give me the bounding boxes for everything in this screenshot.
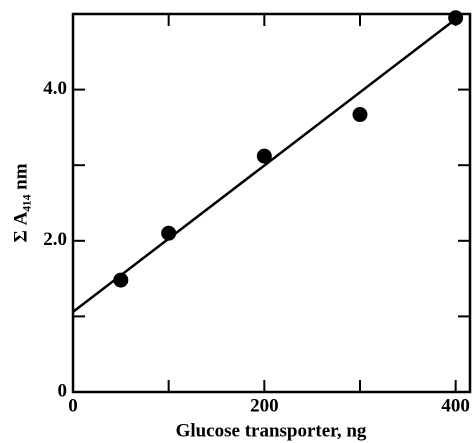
- plot-frame: [71, 12, 472, 394]
- data-point: [113, 272, 129, 288]
- x-tick-label: 400: [441, 395, 470, 416]
- x-axis-label: Glucose transporter, ng: [176, 420, 367, 441]
- x-tick-label: 0: [68, 395, 78, 416]
- y-axis-label: Σ A₄₁₄ nm: [10, 163, 31, 242]
- fit-line: [72, 13, 464, 313]
- y-tick-label: 0: [58, 380, 68, 401]
- data-point: [352, 107, 368, 123]
- y-tick-label: 2.0: [43, 229, 67, 250]
- y-tick-label: 4.0: [43, 78, 67, 99]
- x-tick-label: 200: [250, 395, 279, 416]
- data-point: [256, 148, 272, 164]
